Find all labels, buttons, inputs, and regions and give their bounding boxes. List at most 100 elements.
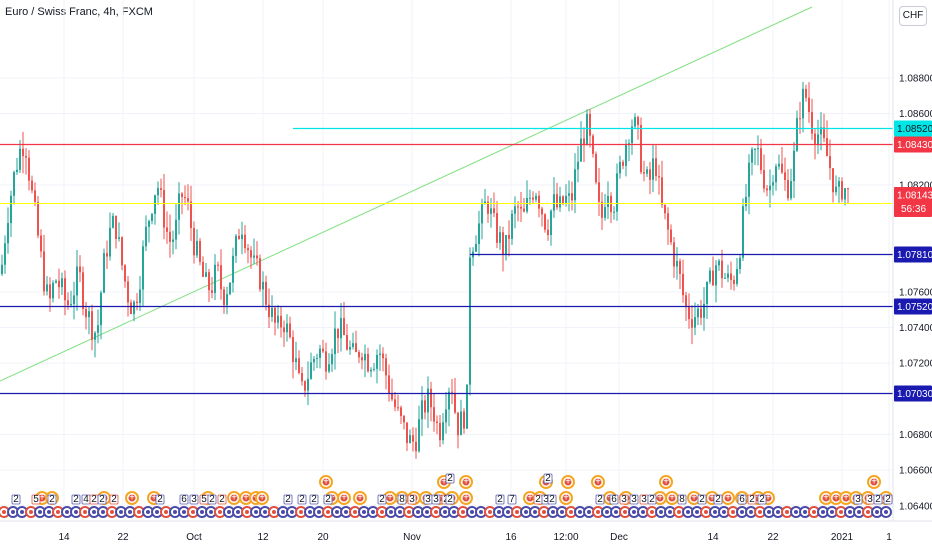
event-label: 2: [749, 494, 755, 505]
event-label-box: [207, 494, 217, 505]
event-label-box: [179, 494, 189, 505]
event-label-box: [507, 494, 517, 505]
event-dot-core: [254, 510, 258, 514]
event-dot-core: [29, 510, 33, 514]
event-label: 3: [191, 494, 197, 505]
candle-body: [1, 264, 3, 274]
candle-body: [640, 125, 642, 173]
flag-marker-cross: +: [357, 493, 363, 504]
flag-marker-cross: +: [669, 493, 675, 504]
event-label-box: [609, 494, 619, 505]
candle-body: [628, 143, 630, 145]
event-dot-core: [182, 510, 186, 514]
candle-body: [331, 354, 333, 365]
candle-body: [787, 180, 789, 199]
event-label: 2: [285, 494, 291, 505]
flag-marker-cross: +: [595, 477, 601, 488]
candle-body: [463, 411, 465, 429]
candle-body: [679, 260, 681, 274]
candle-body: [316, 357, 318, 359]
candle-body: [799, 118, 801, 120]
event-dot-core: [434, 510, 438, 514]
event-label-box: [97, 494, 107, 505]
candle-body: [442, 422, 444, 441]
event-dot-core: [650, 510, 654, 514]
flag-marker-cross: +: [323, 477, 329, 488]
candle-body: [28, 157, 30, 181]
event-dot-core: [740, 510, 744, 514]
event-label-box: [883, 494, 893, 505]
candle-body: [451, 391, 453, 393]
candle-body: [781, 163, 783, 173]
candle-body: [544, 214, 546, 230]
candle-body: [190, 201, 192, 229]
last-price-tag: [894, 187, 932, 218]
candle-body: [568, 193, 570, 196]
event-label-box: [547, 494, 557, 505]
event-dot-core: [758, 510, 762, 514]
candle-body: [91, 311, 93, 340]
flag-marker-core: [564, 478, 572, 486]
event-dot-core: [191, 510, 195, 514]
candle-body: [802, 88, 804, 119]
event-dot-core: [146, 510, 150, 514]
flag-marker-core: [462, 478, 470, 486]
event-dot-core: [353, 510, 357, 514]
candle-body: [178, 193, 180, 220]
candle-body: [106, 253, 108, 257]
candle-body: [70, 304, 72, 306]
candle-body: [136, 301, 138, 303]
event-label-box: [757, 494, 767, 505]
currency-button[interactable]: CHF: [899, 6, 927, 26]
event-dot-core: [641, 510, 645, 514]
event-dot-core: [362, 510, 366, 514]
time-tick-label: 14: [707, 532, 719, 543]
candle-body: [427, 388, 429, 413]
event-label: 5: [201, 494, 207, 505]
candle-body: [766, 188, 768, 191]
candle-body: [160, 188, 162, 190]
candle-body: [286, 323, 288, 333]
candle-body: [565, 195, 567, 204]
candle-body: [328, 364, 330, 372]
candle-body: [61, 278, 63, 288]
candle-body: [424, 400, 426, 413]
event-dot-core: [461, 510, 465, 514]
candle-body: [421, 400, 423, 420]
event-dot-core: [119, 510, 123, 514]
candle-body: [616, 173, 618, 212]
horizontal-levels: [0, 127, 893, 395]
candle-body: [361, 357, 363, 361]
price-tick-label: 1.06800: [899, 430, 932, 441]
candle-body: [730, 273, 732, 280]
event-dot-core: [218, 510, 222, 514]
candle-body: [727, 273, 729, 278]
candle-body: [256, 255, 258, 259]
event-dot-core: [623, 510, 627, 514]
candle-body: [388, 375, 390, 394]
candle-body: [637, 117, 639, 126]
candle-body: [778, 163, 780, 167]
candle-body: [403, 416, 405, 423]
candle-body: [277, 315, 279, 323]
time-tick-label: 22: [767, 532, 779, 543]
candle-body: [631, 126, 633, 144]
candle-body: [550, 210, 552, 236]
event-label: 2: [49, 494, 55, 505]
event-dot-core: [569, 510, 573, 514]
candle-body: [433, 407, 435, 422]
candle-body: [559, 196, 561, 208]
candle-body: [187, 198, 189, 202]
event-dot-core: [515, 510, 519, 514]
event-dot-core: [830, 510, 834, 514]
candle-body: [517, 206, 519, 208]
candle-body: [418, 419, 420, 452]
candle-body: [415, 441, 417, 452]
event-label: 2: [535, 494, 541, 505]
candle-body: [181, 193, 183, 197]
event-label: 6: [739, 494, 745, 505]
event-dot-core: [326, 510, 330, 514]
candle-body: [193, 228, 195, 256]
candle-body: [352, 343, 354, 347]
